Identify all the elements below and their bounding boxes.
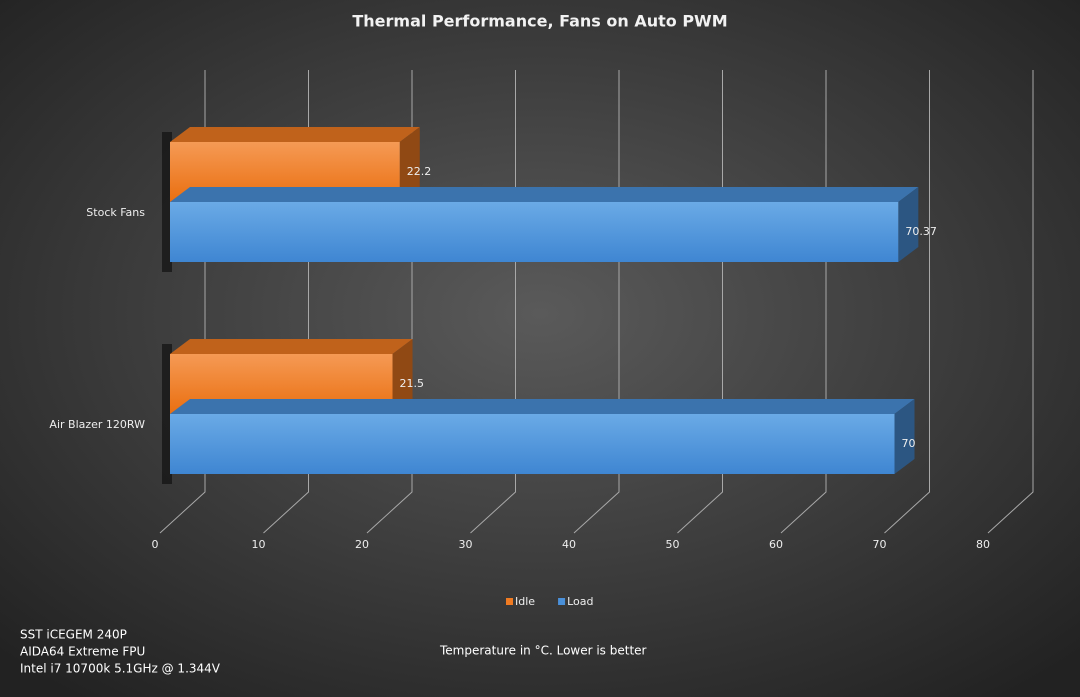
legend-label: Load <box>567 595 593 608</box>
category-label: Stock Fans <box>86 206 145 219</box>
x-axis-label: Temperature in °C. Lower is better <box>439 644 647 658</box>
bar-side <box>898 187 919 262</box>
x-tick-label: 80 <box>976 538 990 551</box>
x-tick-label: 70 <box>873 538 887 551</box>
legend-swatch <box>506 598 513 605</box>
x-tick-label: 0 <box>152 538 159 551</box>
x-tick-label: 10 <box>252 538 266 551</box>
x-tick-label: 40 <box>562 538 576 551</box>
x-tick-label: 50 <box>666 538 680 551</box>
data-label: 70 <box>902 437 916 450</box>
bar-top <box>170 127 420 142</box>
data-label: 22.2 <box>407 165 432 178</box>
note: SST iCEGEM 240P <box>20 628 127 642</box>
grid-line <box>987 70 1034 534</box>
x-tick-label: 30 <box>459 538 473 551</box>
grid-line <box>884 70 930 534</box>
category-label: Air Blazer 120RW <box>49 418 145 431</box>
bar-shadow <box>162 132 172 272</box>
legend-swatch <box>558 598 566 605</box>
note: Intel i7 10700k 5.1GHz @ 1.344V <box>20 662 221 676</box>
bar-side <box>894 399 915 474</box>
data-label: 70.37 <box>905 225 937 238</box>
bar-side <box>399 127 420 202</box>
note: AIDA64 Extreme FPU <box>20 645 145 659</box>
bar <box>170 202 899 262</box>
bar <box>170 414 895 474</box>
chart-title: Thermal Performance, Fans on Auto PWM <box>352 12 727 31</box>
x-tick-label: 20 <box>355 538 369 551</box>
bar-top <box>170 399 915 414</box>
bar-shadow <box>162 344 172 484</box>
data-label: 21.5 <box>400 377 425 390</box>
x-tick-label: 60 <box>769 538 783 551</box>
bar-side <box>392 339 413 414</box>
legend-label: Idle <box>515 595 535 608</box>
bar-top <box>170 187 919 202</box>
bar-top <box>170 339 413 354</box>
